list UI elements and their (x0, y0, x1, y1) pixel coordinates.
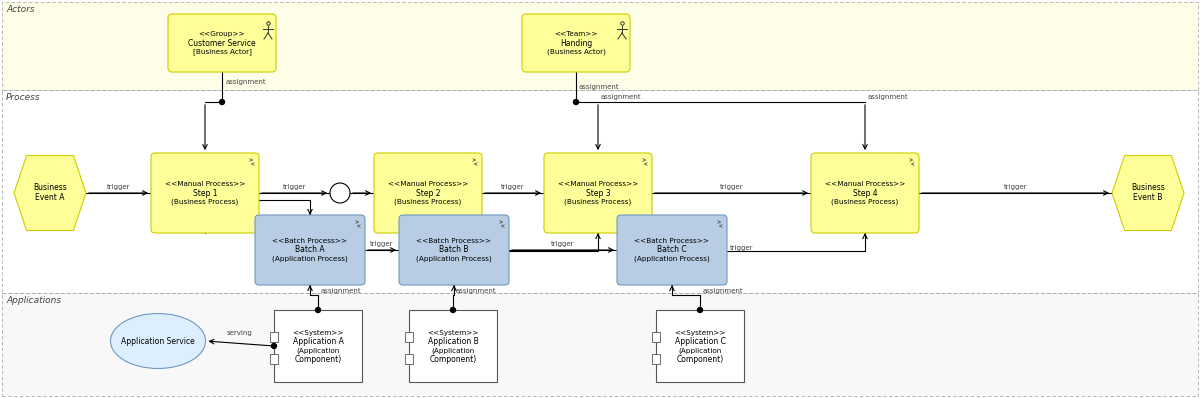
Bar (2, 90, 1198, 293)
FancyBboxPatch shape (256, 215, 365, 285)
Text: (Business Process): (Business Process) (395, 199, 462, 205)
Text: trigger: trigger (283, 184, 306, 190)
FancyBboxPatch shape (811, 153, 919, 233)
Text: trigger: trigger (730, 245, 754, 251)
Bar (274, 310, 362, 382)
Bar (406, 332, 413, 342)
Text: Applications: Applications (6, 296, 61, 305)
FancyBboxPatch shape (522, 14, 630, 72)
Text: Handing: Handing (560, 39, 592, 47)
Circle shape (574, 100, 578, 105)
Text: <<System>>: <<System>> (427, 330, 479, 336)
Text: assignment: assignment (226, 79, 266, 85)
Bar (2, 2, 1198, 90)
Circle shape (316, 308, 320, 312)
Text: (Application Process): (Application Process) (416, 256, 492, 262)
Circle shape (697, 308, 702, 312)
FancyBboxPatch shape (398, 215, 509, 285)
Text: (Application: (Application (431, 347, 475, 354)
Bar (652, 354, 660, 364)
Text: trigger: trigger (502, 184, 524, 190)
Text: Step 2: Step 2 (415, 189, 440, 197)
Text: Step 3: Step 3 (586, 189, 611, 197)
Text: Component): Component) (430, 355, 476, 364)
Text: <<Batch Process>>: <<Batch Process>> (416, 238, 492, 244)
Polygon shape (14, 156, 86, 230)
Text: Step 4: Step 4 (853, 189, 877, 197)
Text: (Application Process): (Application Process) (634, 256, 710, 262)
Text: trigger: trigger (1003, 184, 1027, 190)
Circle shape (330, 183, 350, 203)
Text: (Business Process): (Business Process) (564, 199, 631, 205)
FancyBboxPatch shape (544, 153, 652, 233)
Polygon shape (1112, 156, 1184, 230)
Text: (Application Process): (Application Process) (272, 256, 348, 262)
Text: Business: Business (1132, 183, 1165, 193)
Text: Application Service: Application Service (121, 336, 194, 345)
Text: assignment: assignment (868, 94, 908, 100)
Text: Batch A: Batch A (295, 246, 325, 254)
Text: trigger: trigger (107, 184, 131, 190)
Text: (Application: (Application (296, 347, 340, 354)
Text: <<Manual Process>>: <<Manual Process>> (558, 181, 638, 187)
FancyBboxPatch shape (617, 215, 727, 285)
Text: Business: Business (34, 183, 67, 193)
Bar (2, 293, 1198, 396)
Text: assignment: assignment (133, 359, 173, 365)
Text: <<Manual Process>>: <<Manual Process>> (164, 181, 245, 187)
Circle shape (450, 308, 456, 312)
Text: assignment: assignment (456, 289, 497, 295)
Text: Application C: Application C (674, 337, 726, 346)
Text: Event A: Event A (35, 193, 65, 203)
Text: assignment: assignment (322, 289, 361, 295)
Text: (Application: (Application (678, 347, 721, 354)
Text: <<System>>: <<System>> (293, 330, 343, 336)
Text: Customer Service: Customer Service (188, 39, 256, 47)
Text: <<System>>: <<System>> (674, 330, 726, 336)
Text: serving: serving (227, 330, 253, 336)
Text: Application B: Application B (427, 337, 479, 346)
Text: Actors: Actors (6, 5, 35, 14)
Text: trigger: trigger (371, 241, 394, 247)
Text: assignment: assignment (703, 289, 744, 295)
Text: Step 1: Step 1 (193, 189, 217, 197)
Text: <<Batch Process>>: <<Batch Process>> (635, 238, 709, 244)
FancyBboxPatch shape (374, 153, 482, 233)
Text: <<Manual Process>>: <<Manual Process>> (824, 181, 905, 187)
Text: <<Batch Process>>: <<Batch Process>> (272, 238, 348, 244)
Circle shape (220, 100, 224, 105)
Text: <<Team>>: <<Team>> (554, 31, 598, 37)
Text: Batch B: Batch B (439, 246, 469, 254)
Circle shape (271, 343, 276, 349)
Bar (406, 354, 413, 364)
Ellipse shape (110, 314, 205, 369)
Text: Component): Component) (294, 355, 342, 364)
Text: <<Manual Process>>: <<Manual Process>> (388, 181, 468, 187)
Text: (Business Process): (Business Process) (172, 199, 239, 205)
Text: (Business Actor): (Business Actor) (546, 49, 606, 55)
Text: [Business Actor]: [Business Actor] (192, 49, 252, 55)
Text: Batch C: Batch C (658, 246, 686, 254)
Bar (270, 332, 278, 342)
Text: Application A: Application A (293, 337, 343, 346)
Bar (652, 332, 660, 342)
FancyBboxPatch shape (168, 14, 276, 72)
Text: assignment: assignment (580, 84, 619, 90)
Bar (409, 310, 497, 382)
Text: assignment: assignment (601, 94, 642, 100)
Text: Process: Process (6, 93, 41, 102)
Text: Event B: Event B (1133, 193, 1163, 203)
FancyBboxPatch shape (151, 153, 259, 233)
Bar (656, 310, 744, 382)
Bar (270, 354, 278, 364)
Text: trigger: trigger (720, 184, 743, 190)
Text: Component): Component) (677, 355, 724, 364)
Text: (Business Process): (Business Process) (832, 199, 899, 205)
Text: <<Group>>: <<Group>> (199, 31, 245, 37)
Text: trigger: trigger (551, 241, 575, 247)
